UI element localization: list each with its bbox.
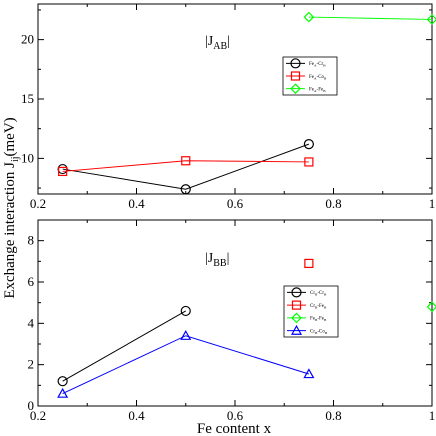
data-point (303, 139, 314, 150)
y-tick-label: 20 (21, 32, 34, 47)
x-tick-label: 0.6 (227, 408, 244, 423)
legend-marker (291, 287, 302, 298)
x-tick-label: 0.6 (227, 196, 244, 211)
data-point (181, 156, 191, 166)
x-tick-label: 0.2 (30, 408, 46, 423)
x-tick-label: 1 (429, 408, 436, 423)
data-point (180, 329, 192, 340)
y-axis-title: Exchange interaction Jij(meV) (2, 117, 21, 298)
legend-label: FeA-FeB (309, 87, 326, 93)
legend-label: CrB-CrB (310, 291, 327, 297)
y-tick-label: 0 (28, 398, 35, 413)
legend-label: CrB-FeB (310, 304, 327, 310)
data-point (426, 301, 436, 313)
panel-label: |JBB| (205, 251, 229, 269)
plot-frame (37, 219, 433, 407)
y-axis-title-main: Exchange interaction J (2, 162, 18, 299)
legend-marker (290, 83, 301, 95)
x-tick-label: 0.2 (30, 196, 46, 211)
y-axis-title-unit: (meV) (2, 117, 18, 156)
series-line (62, 160, 309, 172)
x-tick-label: 1 (429, 196, 436, 211)
legend-label: FeA-CoB (309, 75, 327, 81)
legend-marker (291, 300, 302, 310)
data-point (303, 368, 315, 379)
series-line (308, 16, 433, 20)
x-tick-label: 0.8 (325, 408, 341, 423)
x-tick-label: 0.4 (128, 196, 145, 211)
legend-marker (290, 324, 303, 335)
series-line (62, 335, 310, 395)
x-axis-title: Fe content x (197, 421, 272, 436)
y-tick-label: 15 (21, 91, 34, 106)
y-tick-label: 8 (28, 233, 35, 248)
data-point (58, 166, 68, 177)
data-point (304, 157, 314, 167)
data-point (180, 184, 191, 195)
y-tick-label: 6 (28, 274, 35, 289)
legend: CrB-CrB CrB-FeB FeB-FeB CrB-CoB (283, 285, 339, 338)
plot-frame (37, 3, 433, 195)
panel-label: |JAB| (205, 34, 230, 52)
data-point (304, 258, 314, 268)
y-tick-label: 2 (28, 357, 35, 372)
x-tick-label: 0.4 (128, 408, 145, 423)
legend-marker (290, 71, 301, 81)
data-point (426, 14, 436, 25)
y-tick-label: 4 (28, 315, 35, 330)
data-point (303, 11, 315, 23)
bottom-panel: 0.2 0.4 0.6 0.8 1 0 2 4 6 8 |JBB| CrB-CrB CrB-FeB FeB… (28, 219, 436, 423)
x-tick-label: 0.8 (325, 196, 341, 211)
series-line (62, 143, 310, 190)
y-tick-label: 10 (21, 150, 34, 165)
series-line (62, 310, 186, 382)
data-point (180, 305, 191, 317)
legend-label: FeB-FeB (310, 317, 327, 323)
y-axis-title-sub: ij (10, 156, 21, 162)
data-point (57, 387, 69, 398)
legend-label: FeA-CrB (309, 62, 326, 68)
data-point (57, 376, 68, 387)
legend-marker (291, 312, 302, 324)
legend-marker (290, 58, 301, 69)
legend: FeA-CrB FeA-CoB FeA-FeB (282, 56, 338, 96)
legend-label: CrB-CoB (310, 329, 328, 335)
